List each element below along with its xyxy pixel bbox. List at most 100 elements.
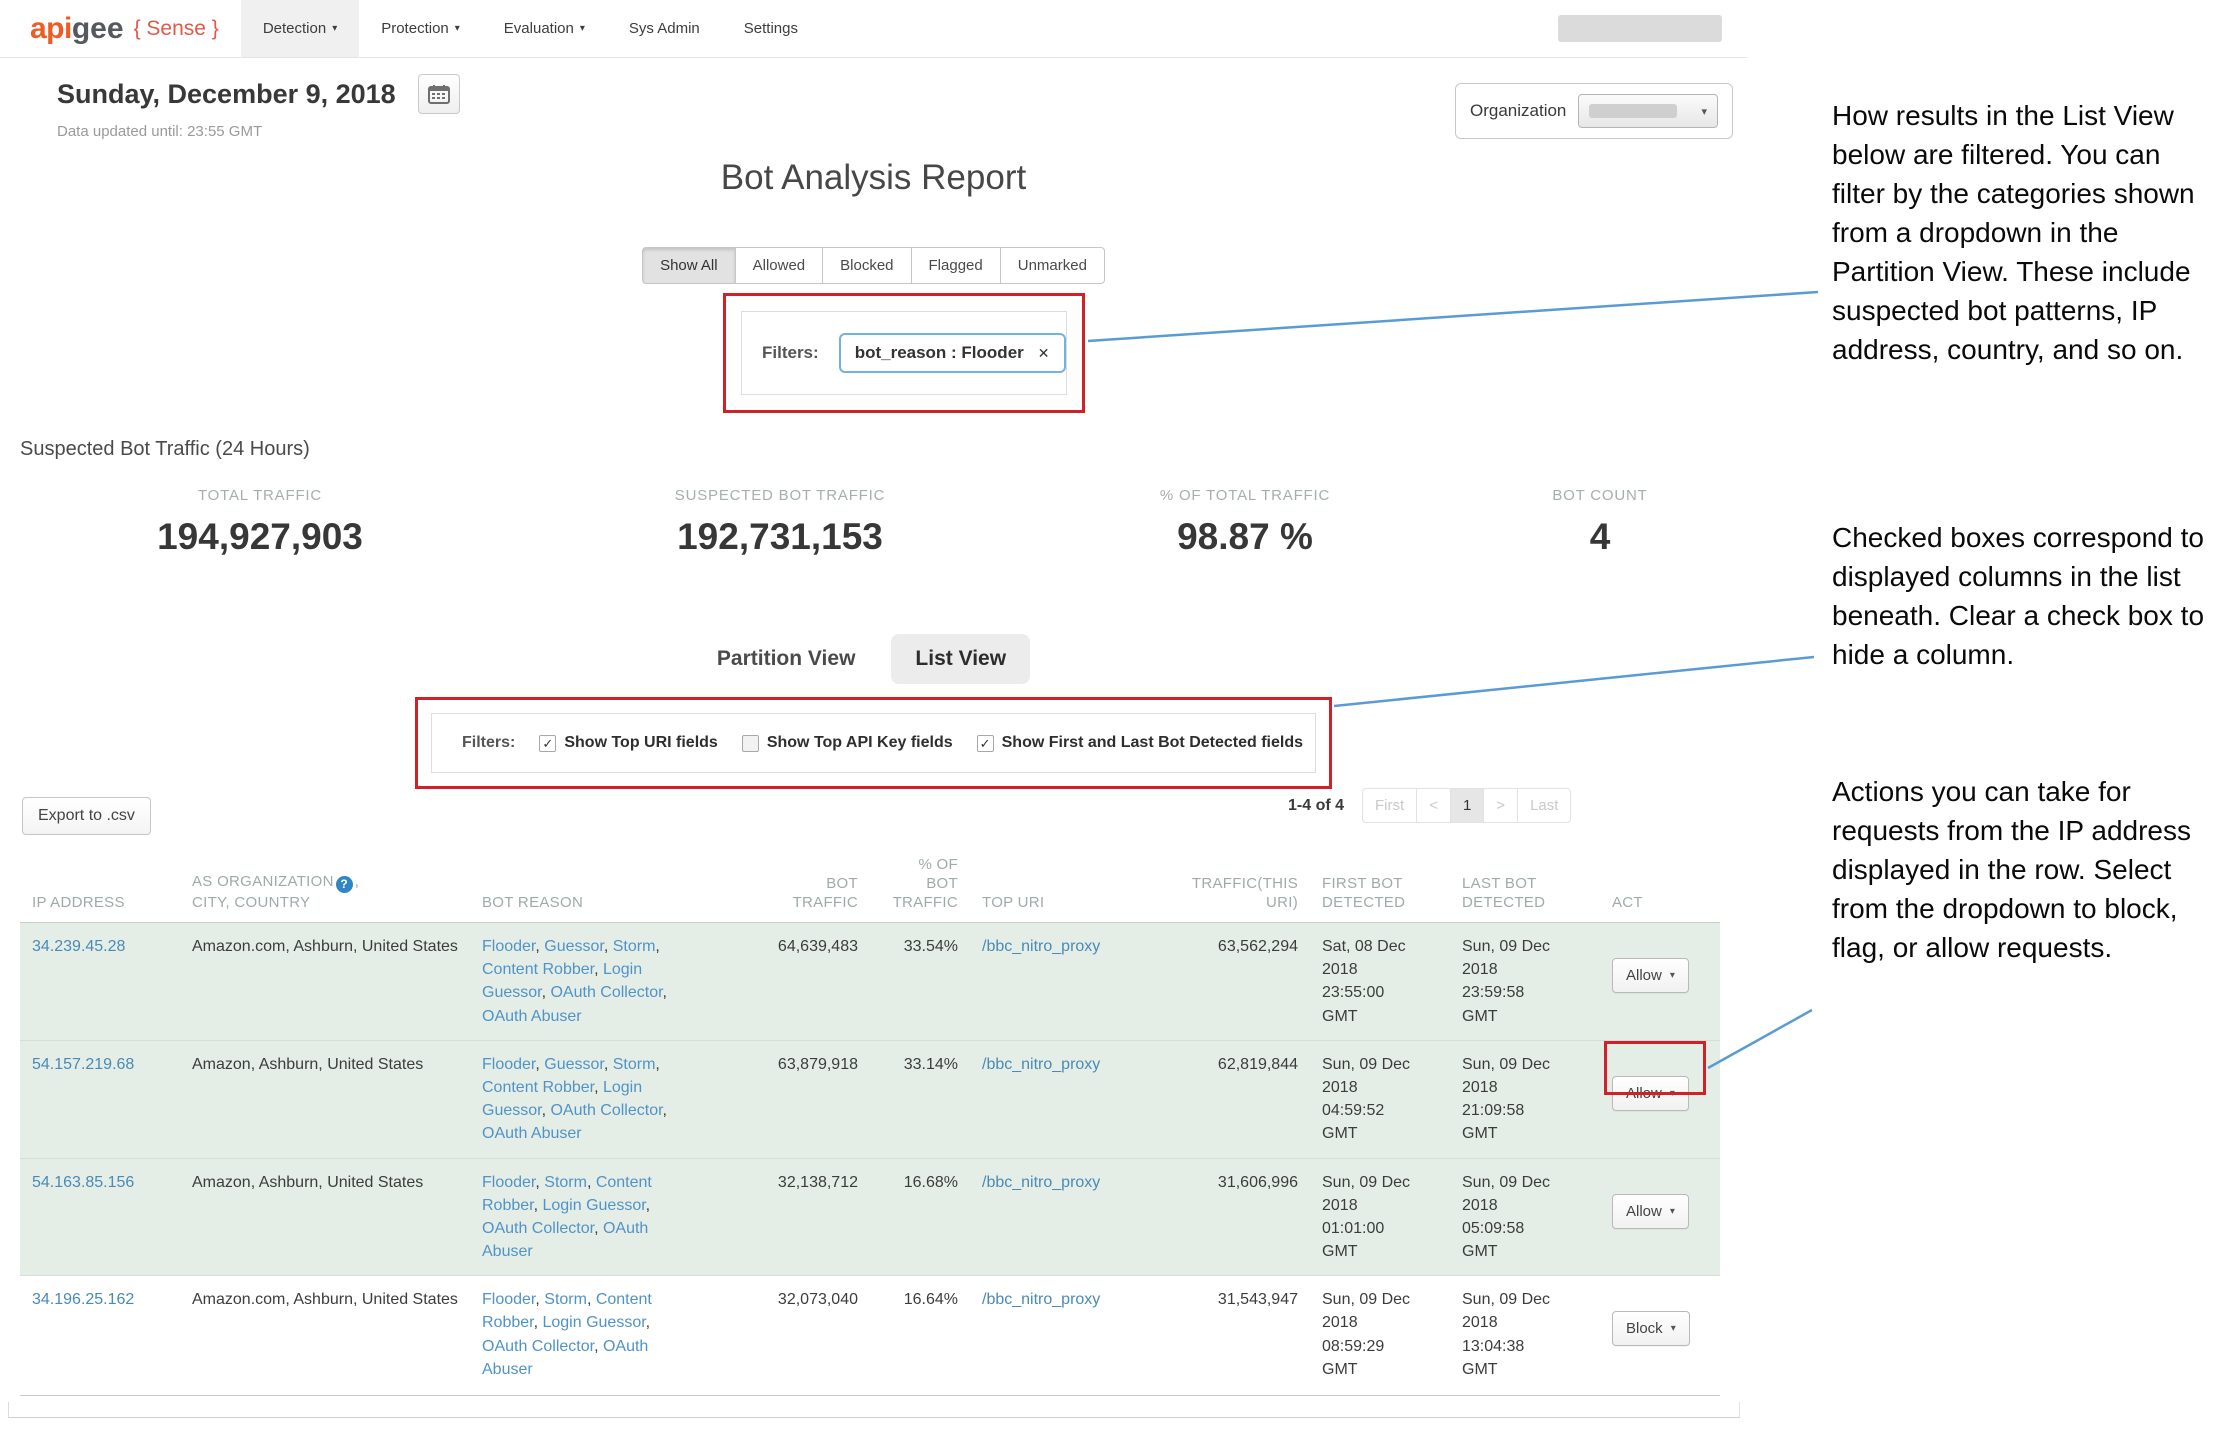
action-dropdown-block[interactable]: Block ▾ [1612,1311,1690,1347]
org-cell: Amazon, Ashburn, United States [192,1055,424,1073]
nav-item-protection[interactable]: Protection ▾ [359,0,482,57]
bot-reason-link[interactable]: OAuth Collector [482,1337,595,1355]
bot-reason-link[interactable]: OAuth Abuser [482,1337,649,1378]
top-uri-cell: /bbc_nitro_proxy [970,1276,1160,1396]
bot-reason-link[interactable]: Content Robber [482,1291,652,1332]
checkbox-icon[interactable]: ✓ [539,734,557,752]
tab-show-all[interactable]: Show All [642,247,736,284]
pagination-next-button[interactable]: > [1483,788,1519,823]
calendar-button[interactable] [417,74,460,114]
tab-partition-view[interactable]: Partition View [716,647,856,670]
act-cell: Block ▾ [1600,1276,1720,1396]
checkbox-label: Show First and Last Bot Detected fields [1001,734,1303,751]
top-uri-cell: /bbc_nitro_proxy [970,1040,1160,1158]
checkbox-show-top-api-key-fields[interactable]: Show Top API Key fields [741,734,953,752]
pagination-buttons: First < 1 > Last [1362,788,1572,823]
nav-label: Sys Admin [628,20,700,37]
checkbox-show-first-last-bot-detected-fields[interactable]: ✓ Show First and Last Bot Detected field… [976,734,1303,752]
bot-reason-link[interactable]: OAuth Collector [550,1102,663,1120]
pct-cell: 33.54% [903,938,958,955]
tab-list-view[interactable]: List View [891,634,1031,684]
bot-reason-link[interactable]: OAuth Collector [482,1219,595,1237]
bot-traffic-cell: 63,879,918 [777,1055,858,1073]
organization-select[interactable]: ▾ [1578,94,1718,128]
callout-line-filters [1087,290,1819,343]
caret-down-icon: ▾ [579,23,585,34]
caret-down-icon: ▾ [1701,105,1707,118]
checkbox-show-top-uri-fields[interactable]: ✓ Show Top URI fields [539,734,718,752]
caret-down-icon: ▾ [1669,1205,1675,1217]
bot-reason-link[interactable]: OAuth Abuser [482,1125,582,1143]
checkbox-icon[interactable]: ✓ [976,734,994,752]
nav-item-settings[interactable]: Settings [722,0,820,57]
filter-chip-bot-reason-flooder[interactable]: bot_reason : Flooder ✕ [838,333,1066,373]
action-dropdown-allow[interactable]: Allow ▾ [1612,1193,1689,1229]
bot-reason-link[interactable]: Login Guessor [482,961,643,1002]
bot-reason-link[interactable]: OAuth Abuser [482,1219,649,1261]
top-uri-link[interactable]: /bbc_nitro_proxy [982,1291,1101,1309]
annotation-box-filters: Filters: bot_reason : Flooder ✕ [723,293,1085,413]
bot-reason-link[interactable]: Flooder [482,938,536,955]
pagination-prev-button[interactable]: < [1416,788,1451,823]
bot-reason-link[interactable]: Content Robber [482,1173,652,1214]
stat-bot-count: BOT COUNT 4 [1450,487,1750,558]
bot-reason-link[interactable]: Guessor [544,1055,604,1073]
checkbox-icon[interactable] [741,734,759,752]
bot-reason-link[interactable]: Content Robber [482,961,595,979]
col-header-last-bot-detected: LAST BOT DETECTED [1450,855,1600,923]
bot-reason-link[interactable]: Flooder [482,1055,536,1073]
column-filters-panel: Filters: ✓ Show Top URI fields Show Top … [431,713,1316,773]
chip-close-icon[interactable]: ✕ [1037,344,1050,361]
pagination-range: 1-4 of 4 [1288,796,1345,814]
bot-reason-link[interactable]: OAuth Abuser [482,1007,582,1025]
caret-down-icon: ▾ [454,23,460,34]
report-date: Sunday, December 9, 2018 [57,78,396,109]
stat-value: 194,927,903 [157,516,363,557]
pct-cell: 16.68% [903,1173,958,1191]
bot-reason-link[interactable]: Login Guessor [542,1314,646,1332]
bot-reason-link[interactable]: Login Guessor [542,1196,646,1214]
bot-reason-link[interactable]: Login Guessor [482,1078,643,1120]
redacted-organization-value [1589,104,1678,118]
pagination-first-button[interactable]: First [1362,788,1418,823]
help-icon[interactable]: ? [335,876,353,893]
top-uri-link[interactable]: /bbc_nitro_proxy [982,1173,1101,1191]
nav-item-evaluation[interactable]: Evaluation ▾ [482,0,607,57]
top-uri-cell: /bbc_nitro_proxy [970,923,1160,1041]
bot-reason-cell: Flooder, Guessor, Storm, Content Robber,… [482,938,667,1025]
bot-reason-link[interactable]: Flooder [482,1173,536,1191]
stat-pct-of-total-traffic: % OF TOTAL TRAFFIC 98.87 % [1040,487,1450,558]
col-header-first-bot-detected: FIRST BOT DETECTED [1310,855,1450,923]
pagination-last-button[interactable]: Last [1517,788,1572,823]
pagination-page-1-button[interactable]: 1 [1449,788,1485,823]
tab-allowed[interactable]: Allowed [734,247,824,284]
bot-reason-link[interactable]: Flooder [482,1291,536,1309]
top-uri-link[interactable]: /bbc_nitro_proxy [982,1055,1101,1073]
action-dropdown-allow[interactable]: Allow ▾ [1612,958,1689,994]
nav-item-sys-admin[interactable]: Sys Admin [607,0,722,57]
ip-link[interactable]: 54.157.219.68 [32,1055,135,1073]
ip-link[interactable]: 54.163.85.156 [32,1173,135,1191]
tab-blocked[interactable]: Blocked [822,247,912,284]
tab-unmarked[interactable]: Unmarked [999,247,1105,284]
bot-reason-link[interactable]: Storm [612,1055,656,1073]
nav-item-detection[interactable]: Detection ▾ [240,0,360,57]
ip-link[interactable]: 34.239.45.28 [32,938,126,955]
col-header-act: ACT [1600,855,1720,923]
status-tabs: Show All Allowed Blocked Flagged Unmarke… [0,247,1747,284]
bot-reason-link[interactable]: Storm [612,938,656,955]
bot-reason-link[interactable]: Storm [544,1291,587,1309]
col-header-top-uri: TOP URI [970,855,1160,923]
bot-reason-link[interactable]: Guessor [544,938,604,955]
export-csv-button[interactable]: Export to .csv [22,797,151,835]
last-detected-cell: Sun, 09 Dec 2018 21:09:58 GMT [1462,1055,1551,1143]
col-header-text: AS ORGANIZATION [192,873,334,890]
page-title: Bot Analysis Report [720,158,1027,197]
bot-reason-link[interactable]: Content Robber [482,1078,595,1096]
ip-link[interactable]: 34.196.25.162 [32,1291,135,1309]
nav-label: Settings [743,20,798,37]
bot-reason-link[interactable]: Storm [544,1173,587,1191]
tab-flagged[interactable]: Flagged [910,247,1001,284]
bot-reason-link[interactable]: OAuth Collector [550,984,663,1002]
top-uri-link[interactable]: /bbc_nitro_proxy [982,938,1101,955]
